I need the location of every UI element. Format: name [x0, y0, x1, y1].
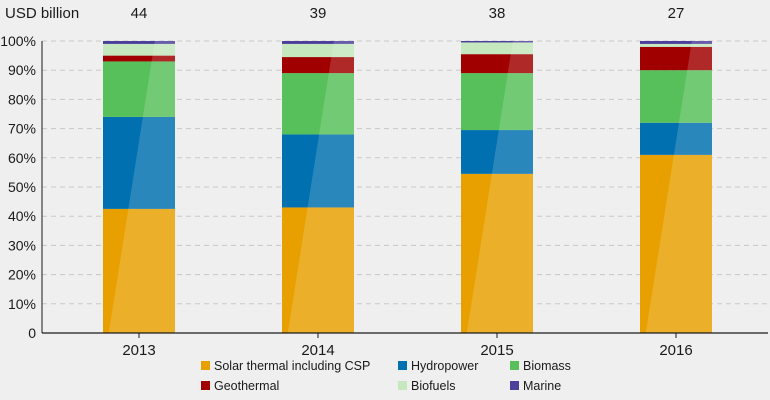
bar-segment-fill: [103, 55, 175, 62]
bar-segment-marine: [103, 41, 175, 44]
bar-segment-solar-thermal-including-csp: [461, 173, 533, 333]
bar-segment-hydropower: [282, 134, 354, 208]
bar-segment-biomass: [282, 73, 354, 135]
legend-swatch: [510, 381, 519, 390]
bar-segment-biomass: [461, 73, 533, 131]
bar-segment-fill: [282, 57, 354, 74]
bar-segment-geothermal: [282, 57, 354, 74]
bar-segment-fill: [461, 173, 533, 333]
legend-item: Marine: [510, 379, 561, 393]
bar-segment-biofuels: [461, 42, 533, 55]
y-tick-label: 100%: [0, 33, 36, 49]
legend-item: Geothermal: [201, 379, 279, 393]
y-tick-label: 50%: [8, 179, 36, 195]
y-tick-label: 80%: [8, 91, 36, 107]
bar-segment-fill: [103, 61, 175, 117]
legend-swatch: [398, 361, 407, 370]
bar-segment-marine: [640, 41, 712, 44]
bar-segment-geothermal: [103, 55, 175, 62]
bar-segment-fill: [282, 41, 354, 44]
bar-segment-geothermal: [461, 54, 533, 74]
legend-item: Biofuels: [398, 379, 455, 393]
axes: 0 10% 20% 30% 40% 50% 60% 70% 80% 90% 100% 2013 44 20…: [0, 5, 768, 359]
bar-segment-biofuels: [103, 43, 175, 56]
bar-segment-biomass: [640, 70, 712, 123]
bar-segment-fill: [282, 134, 354, 208]
x-tick-label: 2013: [122, 342, 155, 359]
bar-segment-hydropower: [640, 122, 712, 155]
bar-segment-fill: [461, 54, 533, 74]
bar-segment-fill: [282, 207, 354, 333]
total-label: 39: [310, 5, 327, 22]
total-label: 27: [668, 5, 685, 22]
legend-label: Marine: [523, 379, 561, 393]
x-tick-label: 2014: [301, 342, 334, 359]
bar-segment-fill: [461, 42, 533, 55]
legend-swatch: [398, 381, 407, 390]
bar-segment-fill: [640, 154, 712, 333]
bar-segment-biofuels: [640, 43, 712, 47]
bar-segment-fill: [640, 43, 712, 47]
bar-segment-solar-thermal-including-csp: [103, 208, 175, 333]
y-tick-label: 60%: [8, 150, 36, 166]
bar-segment-marine: [282, 41, 354, 44]
bar-segment-fill: [640, 41, 712, 44]
bar-highlight: [645, 41, 712, 333]
bar-segment-biomass: [103, 61, 175, 117]
total-label: 44: [131, 5, 148, 22]
legend-label: Biomass: [523, 359, 571, 373]
bar-segment-fill: [640, 70, 712, 123]
y-tick-label: 30%: [8, 237, 36, 253]
y-tick-label: 40%: [8, 208, 36, 224]
bar-segment-fill: [461, 41, 533, 43]
bar-segment-fill: [282, 73, 354, 135]
y-tick-label: 10%: [8, 296, 36, 312]
legend-item: Biomass: [510, 359, 571, 373]
bar-segment-fill: [461, 130, 533, 174]
legend-swatch: [510, 361, 519, 370]
bar-segment-solar-thermal-including-csp: [640, 154, 712, 333]
x-tick-label: 2015: [480, 342, 513, 359]
bar-segment-geothermal: [640, 46, 712, 71]
unit-label: USD billion: [5, 5, 79, 22]
legend-label: Biofuels: [411, 379, 455, 393]
bar-segment-fill: [640, 122, 712, 155]
y-tick-label: 90%: [8, 62, 36, 78]
bar-segment-fill: [103, 43, 175, 56]
legend: Solar thermal including CSP Hydropower Bio…: [201, 359, 571, 393]
bar-highlight: [287, 41, 354, 333]
bar-highlight: [108, 41, 175, 333]
legend-label: Hydropower: [411, 359, 478, 373]
bar-segment-fill: [461, 73, 533, 131]
legend-label: Geothermal: [214, 379, 279, 393]
bar-segment-solar-thermal-including-csp: [282, 207, 354, 333]
y-tick-label: 20%: [8, 267, 36, 283]
bar-segment-hydropower: [461, 130, 533, 174]
legend-item: Hydropower: [398, 359, 478, 373]
y-tick-label: 70%: [8, 121, 36, 137]
bar-segment-fill: [103, 208, 175, 333]
legend-swatch: [201, 381, 210, 390]
legend-swatch: [201, 361, 210, 370]
bar-segment-fill: [640, 46, 712, 71]
bar-segment-fill: [103, 41, 175, 44]
bar-highlight: [466, 41, 533, 333]
legend-label: Solar thermal including CSP: [214, 359, 370, 373]
y-tick-label: 0: [28, 325, 36, 341]
bars: [103, 41, 712, 333]
bar-segment-marine: [461, 41, 533, 43]
x-tick-label: 2016: [659, 342, 692, 359]
bar-segment-hydropower: [103, 116, 175, 209]
bar-segment-fill: [282, 43, 354, 58]
bar-segment-fill: [103, 116, 175, 209]
legend-item: Solar thermal including CSP: [201, 359, 370, 373]
total-label: 38: [489, 5, 506, 22]
bar-segment-biofuels: [282, 43, 354, 58]
